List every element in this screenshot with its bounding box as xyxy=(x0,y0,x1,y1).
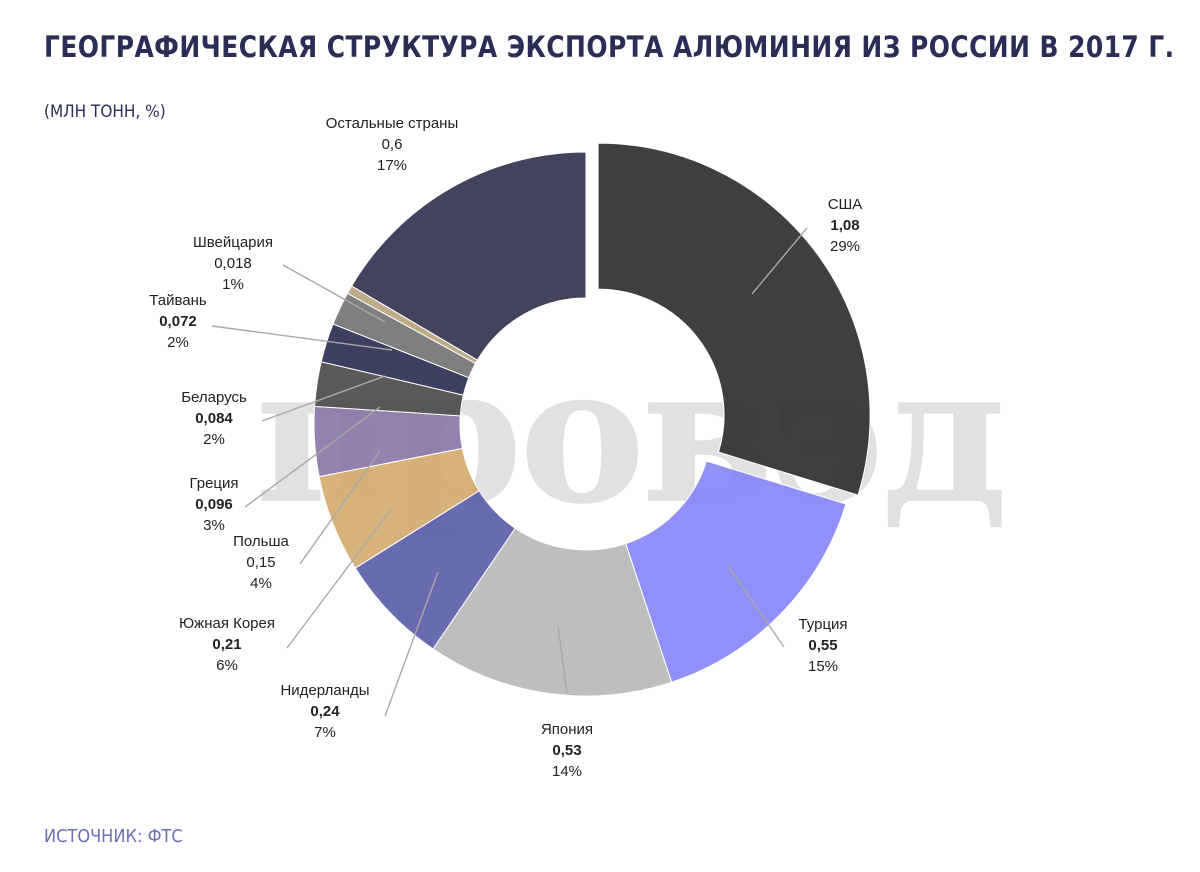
chart-title: ГЕОГРАФИЧЕСКАЯ СТРУКТУРА ЭКСПОРТА АЛЮМИН… xyxy=(44,30,1175,64)
slice-percent-japan: 14% xyxy=(552,763,582,780)
slice-name-turkey: Турция xyxy=(798,616,847,633)
slice-name-usa: США xyxy=(828,196,863,213)
leader-line-belarus xyxy=(261,375,386,422)
slice-percent-south-korea: 6% xyxy=(216,657,238,674)
slice-name-switzerland: Швейцария xyxy=(193,234,273,251)
slice-value-south-korea: 0,21 xyxy=(212,636,241,653)
slice-value-poland: 0,15 xyxy=(246,554,275,571)
source-note: ИСТОЧНИК: ФТС xyxy=(44,826,183,847)
slice-name-poland: Польша xyxy=(233,533,289,550)
slice-label-greece: Греция 0,096 3% xyxy=(189,475,238,534)
slice-name-taiwan: Тайвань xyxy=(149,292,207,309)
slice-value-switzerland: 0,018 xyxy=(214,255,252,272)
slice-percent-switzerland: 1% xyxy=(222,276,244,293)
slice-label-turkey: Турция 0,55 15% xyxy=(798,616,847,675)
slice-name-south-korea: Южная Корея xyxy=(179,615,275,632)
slice-label-japan: Япония 0,53 14% xyxy=(541,721,593,780)
slice-value-belarus: 0,084 xyxy=(195,410,233,427)
slice-label-taiwan: Тайвань 0,072 2% xyxy=(149,292,207,351)
slice-percent-usa: 29% xyxy=(830,238,860,255)
leader-line-japan xyxy=(557,625,568,694)
slice-value-japan: 0,53 xyxy=(552,742,581,759)
slice-name-greece: Греция xyxy=(189,475,238,492)
slice-value-turkey: 0,55 xyxy=(808,637,837,654)
slice-label-poland: Польша 0,15 4% xyxy=(233,533,289,592)
slice-other xyxy=(350,151,587,361)
slice-name-belarus: Беларусь xyxy=(181,389,247,406)
slice-label-switzerland: Швейцария 0,018 1% xyxy=(193,234,273,293)
slice-value-netherlands: 0,24 xyxy=(310,703,340,720)
leader-line-turkey xyxy=(727,565,785,648)
slice-japan xyxy=(432,527,673,697)
slice-percent-poland: 4% xyxy=(250,575,272,592)
slice-percent-taiwan: 2% xyxy=(167,334,189,351)
slice-name-other: Остальные страны xyxy=(326,115,458,132)
slice-label-netherlands: Нидерланды 0,24 7% xyxy=(280,682,369,741)
slice-value-greece: 0,096 xyxy=(195,496,233,513)
slice-percent-greece: 3% xyxy=(203,517,225,534)
slice-percent-other: 17% xyxy=(377,157,407,174)
slice-value-taiwan: 0,072 xyxy=(159,313,197,330)
leader-line-usa xyxy=(751,227,808,295)
slice-percent-netherlands: 7% xyxy=(314,724,336,741)
leader-line-poland xyxy=(299,450,381,565)
leader-line-greece xyxy=(244,406,381,508)
leader-line-netherlands xyxy=(384,571,439,717)
slice-value-other: 0,6 xyxy=(382,136,403,153)
slice-name-japan: Япония xyxy=(541,721,593,738)
slice-value-usa: 1,08 xyxy=(830,217,859,234)
slice-name-netherlands: Нидерланды xyxy=(280,682,369,699)
slice-usa xyxy=(597,142,871,496)
slice-label-belarus: Беларусь 0,084 2% xyxy=(181,389,247,448)
slice-percent-belarus: 2% xyxy=(203,431,225,448)
leader-line-south-korea xyxy=(286,507,393,649)
slice-percent-turkey: 15% xyxy=(808,658,838,675)
slice-label-other: Остальные страны 0,6 17% xyxy=(326,115,458,174)
chart-subtitle: (МЛН ТОНН, %) xyxy=(44,102,166,122)
slice-label-south-korea: Южная Корея 0,21 6% xyxy=(179,615,275,674)
slice-label-usa: США 1,08 29% xyxy=(828,196,863,255)
slice-turkey xyxy=(625,460,847,683)
leader-line-switzerland xyxy=(282,264,386,323)
leader-line-taiwan xyxy=(211,325,393,351)
